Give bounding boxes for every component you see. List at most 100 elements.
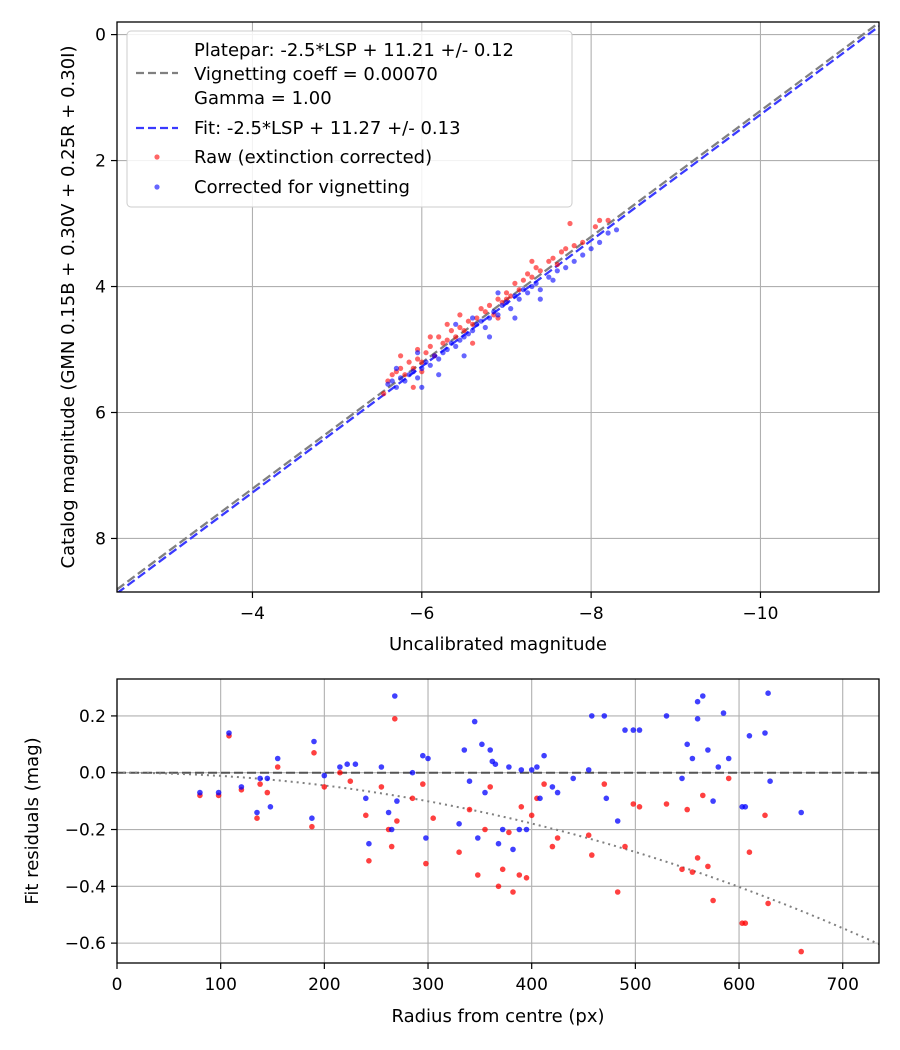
raw-point [398,353,404,359]
raw-point [420,781,426,787]
corrected-point [742,804,749,810]
legend-box [126,30,573,208]
raw-point [347,778,354,784]
raw-point [487,784,494,790]
x-tick-label: 0 [112,975,123,995]
raw-point [541,781,547,787]
raw-point [529,274,535,280]
corrected-point [366,840,372,847]
corrected-point [482,324,488,331]
corrected-point [529,283,535,290]
corrected-point [537,795,543,802]
calibration-fit-lines [117,22,879,592]
corrected-point [613,227,620,233]
raw-point [663,801,670,807]
raw-point [436,334,442,340]
x-tick-label: 700 [826,975,858,995]
raw-point [415,356,421,362]
corrected-point [630,727,637,733]
legend-fit-label: Fit: -2.5*LSP + 11.27 +/- 0.13 [194,118,461,139]
calibration-x-axis-label: Uncalibrated magnitude [389,634,607,655]
corrected-point [453,343,459,349]
residuals-plot: 0 100 200 300 400 500 600 700 0.2 0.0 −0.2 −0.4 −0.6… [22,678,880,1027]
raw-point [614,889,621,895]
raw-point [549,843,556,850]
corrected-point [321,772,328,779]
raw-point [423,860,429,867]
corrected-point [274,755,281,762]
raw-point [378,784,385,790]
raw-point [503,290,510,296]
raw-point [762,812,768,819]
raw-point [392,716,398,722]
corrected-point [257,775,263,782]
corrected-point [385,809,392,816]
raw-point [742,920,749,926]
corrected-point [622,727,628,733]
corrected-point [495,312,501,318]
raw-point [694,855,701,861]
corrected-point [487,747,494,753]
x-tick-label: 600 [723,975,755,995]
corrected-point [415,350,421,356]
corrected-point [495,290,501,296]
corrected-point [474,321,480,327]
residuals-reference-lines [117,771,879,946]
corrected-point [465,331,471,337]
corrected-point [512,315,518,321]
raw-point [554,835,561,841]
corrected-point [520,287,527,293]
corrected-point [478,318,484,324]
corrected-point [215,789,222,796]
residuals-ticks: 0 100 200 300 400 500 600 700 0.2 0.0 −0.2 −0.4 −0.6 [65,707,859,995]
raw-point [520,277,527,283]
corrected-point [705,747,711,753]
corrected-point [533,280,539,286]
corrected-point [461,353,467,359]
corrected-point [461,747,468,753]
legend-corrected-label: Corrected for vignetting [194,177,410,198]
calibration-axes-frame [116,21,880,593]
y-tick-label: 0 [95,26,106,46]
corrected-point [499,302,505,308]
corrected-point [798,809,804,816]
corrected-point [389,378,395,384]
legend-platepar-label: Platepar: -2.5*LSP + 11.21 +/- 0.12 [194,40,514,61]
corrected-point [605,230,611,236]
corrected-point [603,795,610,802]
x-tick-label: 300 [412,975,444,995]
raw-point [482,309,488,315]
raw-point [710,897,716,904]
raw-point [430,815,437,821]
raw-point [765,900,771,907]
corrected-point [409,769,416,776]
corrected-point [503,299,510,305]
raw-point [589,852,595,858]
corrected-point [309,815,315,821]
raw-point [679,866,685,873]
corrected-point [466,778,473,784]
corrected-point [419,365,425,371]
raw-point [689,869,696,875]
corrected-point [580,252,586,258]
corrected-point [746,733,753,739]
corrected-point [767,778,773,784]
raw-point [605,217,611,223]
raw-point [580,239,586,245]
y-tick-label: 6 [95,403,106,423]
raw-point [550,255,556,261]
corrected-point [585,767,592,773]
raw-point [440,340,446,346]
corrected-point [486,334,493,340]
raw-point [636,804,643,810]
y-tick-label: 8 [95,529,106,549]
corrected-point [491,309,497,315]
residuals-grid [116,679,879,963]
raw-point [508,293,514,299]
corrected-point [344,761,351,767]
y-tick-label: −0.4 [65,877,106,897]
raw-point [518,804,525,810]
raw-point [516,872,523,878]
raw-point [453,334,459,340]
